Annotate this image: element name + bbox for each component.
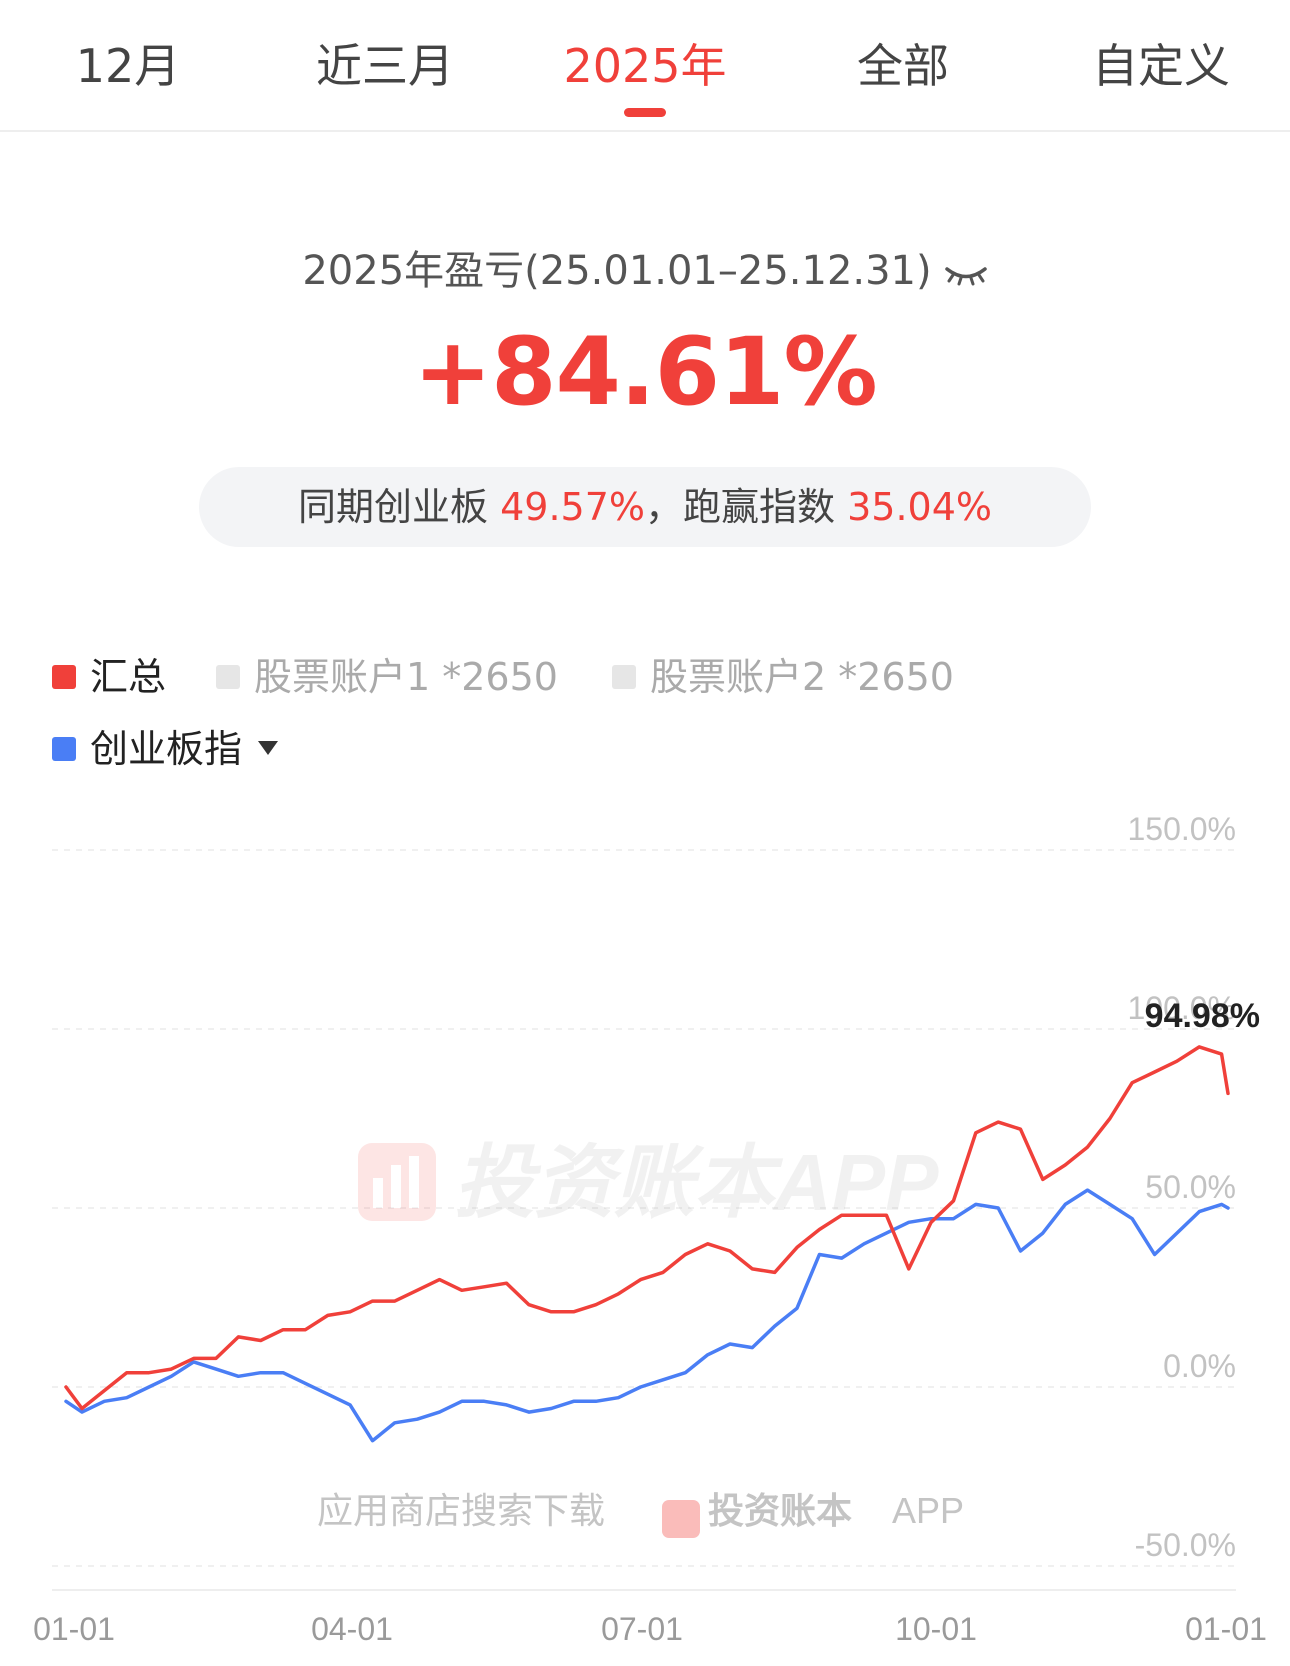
comparison-prefix: 同期创业板 (298, 485, 501, 529)
active-tab-indicator (624, 108, 666, 117)
series-line-total (64, 1045, 1230, 1411)
legend-label-account-2: 股票账户2 *2650 (650, 655, 954, 699)
y-tick-label: 50.0% (1145, 1169, 1236, 1205)
legend-swatch-account-1 (216, 664, 240, 689)
x-tick-label: 01-01 (1185, 1611, 1267, 1647)
tab-december[interactable]: 12月 (75, 39, 181, 93)
tab-year-2025[interactable]: 2025年 (563, 39, 727, 93)
app-logo-icon (662, 1500, 700, 1538)
profit-period-title: 2025年盈亏(25.01.01–25.12.31) (0, 238, 1290, 296)
legend-item-account-1[interactable]: 股票账户1 *2650 (216, 646, 558, 701)
period-tab-bar: 12月 近三月 2025年 全部 自定义 (0, 0, 1290, 132)
x-tick-label: 04-01 (311, 1611, 393, 1647)
caret-down-icon[interactable] (258, 740, 279, 755)
watermark-bottom-suffix: APP (892, 1490, 964, 1531)
index-return-value: 49.57% (500, 485, 645, 529)
series-line-chinext-index (64, 1188, 1230, 1443)
watermark-bottom-brand: 投资账本 (708, 1491, 852, 1532)
legend-item-account-2[interactable]: 股票账户2 *2650 (612, 646, 954, 701)
max-value-label: 94.98% (1145, 997, 1260, 1035)
legend-swatch-account-2 (612, 664, 636, 689)
benchmark-comparison-pill: 同期创业板 49.57%，跑赢指数 35.04% (199, 467, 1091, 547)
y-tick-label: 0.0% (1163, 1348, 1236, 1384)
x-tick-label: 10-01 (895, 1611, 977, 1647)
y-tick-label: -50.0% (1135, 1527, 1236, 1563)
legend-item-total[interactable]: 汇总 (52, 646, 166, 701)
eye-closed-icon[interactable] (944, 250, 988, 296)
tab-last-three-months[interactable]: 近三月 (316, 39, 454, 93)
legend-label-chinext-index: 创业板指 (90, 727, 243, 771)
bottom-watermark: 应用商店搜索下载 投资账本 APP (317, 1490, 964, 1538)
tab-custom[interactable]: 自定义 (1092, 39, 1230, 93)
x-tick-label: 01-01 (33, 1611, 115, 1647)
y-tick-label: 150.0% (1127, 811, 1236, 847)
return-line-chart: 150.0% 100.0% 50.0% 0.0% -50.0% 01-01 04-01 07-… (33, 811, 1267, 1647)
legend-label-total: 汇总 (90, 655, 167, 699)
y-tick-label: 100.0% (1127, 990, 1236, 1026)
center-watermark: 投资账本APP (358, 1138, 939, 1227)
tab-all[interactable]: 全部 (857, 39, 949, 93)
legend-item-chinext-index[interactable]: 创业板指 (52, 718, 279, 773)
watermark-center-text: 投资账本APP (454, 1138, 939, 1227)
legend-swatch-chinext-index (52, 736, 76, 761)
legend-label-account-1: 股票账户1 *2650 (254, 655, 558, 699)
legend-swatch-total (52, 664, 76, 689)
total-return-value: +84.61% (413, 318, 877, 427)
x-tick-label: 07-01 (601, 1611, 683, 1647)
watermark-bottom-prefix: 应用商店搜索下载 (317, 1491, 605, 1532)
profit-period-label: 2025年盈亏(25.01.01–25.12.31) (302, 248, 932, 294)
comparison-mid-text: ，跑赢指数 (645, 485, 848, 529)
excess-return-value: 35.04% (847, 485, 992, 529)
